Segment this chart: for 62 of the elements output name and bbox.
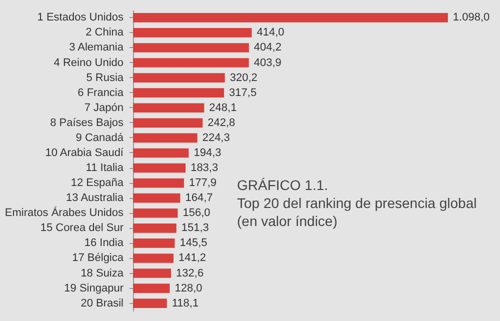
data-label: 194,3 (194, 146, 222, 159)
bar (133, 43, 249, 52)
data-label: 320,2 (230, 72, 258, 84)
y-tick-label: 1 Estados Unidos (37, 12, 124, 24)
y-tick-label: 8 Países Bajos (50, 116, 124, 129)
data-label: 1.098,0 (452, 12, 490, 24)
bar (133, 238, 175, 248)
data-label: 164,7 (185, 192, 213, 204)
bar (133, 88, 224, 98)
y-tick-label: 9 Canadá (76, 132, 124, 144)
y-tick-label: 17 Bélgica (72, 252, 124, 264)
bar (133, 284, 170, 293)
bar (133, 163, 186, 173)
y-tick-label: 7 Japón (84, 102, 124, 114)
data-label: 132,6 (176, 267, 204, 280)
data-label: 151,3 (181, 222, 209, 234)
bar (133, 208, 178, 218)
bar (133, 148, 189, 158)
data-label: 156,0 (182, 207, 210, 220)
bar (133, 254, 174, 263)
y-tick-label: 5 Rusia (86, 72, 124, 84)
bar (133, 73, 225, 82)
data-label: 317,5 (229, 86, 257, 99)
y-tick-label: 3 Alemania (69, 42, 124, 54)
y-tick-label: 16 India (84, 237, 124, 250)
data-label: 177,9 (189, 177, 217, 190)
text: Top 20 del ranking de presencia global (en valor índice) (237, 194, 477, 230)
y-tick-label: 2 China (86, 26, 124, 39)
bar (133, 28, 252, 38)
y-tick-label: 15 Corea del Sur (40, 222, 124, 234)
bar (133, 133, 198, 143)
data-label: 145,5 (180, 237, 208, 250)
bar (133, 118, 203, 128)
y-tick-label: 19 Singapur (64, 282, 124, 294)
y-tick-label: 20 Brasil (80, 297, 124, 310)
y-tick-label: 11 Italia (86, 162, 124, 174)
y-tick-label: Emiratos Árabes Unidos (4, 206, 124, 220)
y-tick-label: 18 Suiza (80, 267, 124, 280)
data-label: 183,3 (190, 162, 218, 174)
bar (133, 103, 204, 113)
bar (133, 193, 180, 203)
data-label: 224,3 (202, 132, 230, 144)
bar (133, 298, 167, 308)
y-tick-label: 4 Reino Unido (54, 56, 124, 69)
data-label: 248,1 (209, 102, 237, 114)
data-label: 242,8 (208, 116, 236, 129)
bar (133, 223, 176, 233)
bar (133, 13, 448, 22)
data-label: 141,2 (178, 252, 206, 264)
text: GRÁFICO 1.1. (237, 176, 330, 194)
y-tick-label: 6 Francia (78, 86, 124, 99)
bar (133, 178, 184, 188)
data-label: 403,9 (254, 56, 282, 69)
y-tick-label: 10 Arabia Saudí (45, 146, 124, 159)
data-label: 414,0 (256, 26, 284, 39)
y-tick-label: 12 España (70, 177, 124, 190)
data-label: 128,0 (174, 282, 202, 294)
data-label: 404,2 (254, 42, 282, 54)
bar (133, 268, 172, 278)
bar (133, 58, 249, 68)
data-label: 118,1 (172, 297, 199, 310)
y-tick-label: 13 Australia (66, 192, 124, 204)
